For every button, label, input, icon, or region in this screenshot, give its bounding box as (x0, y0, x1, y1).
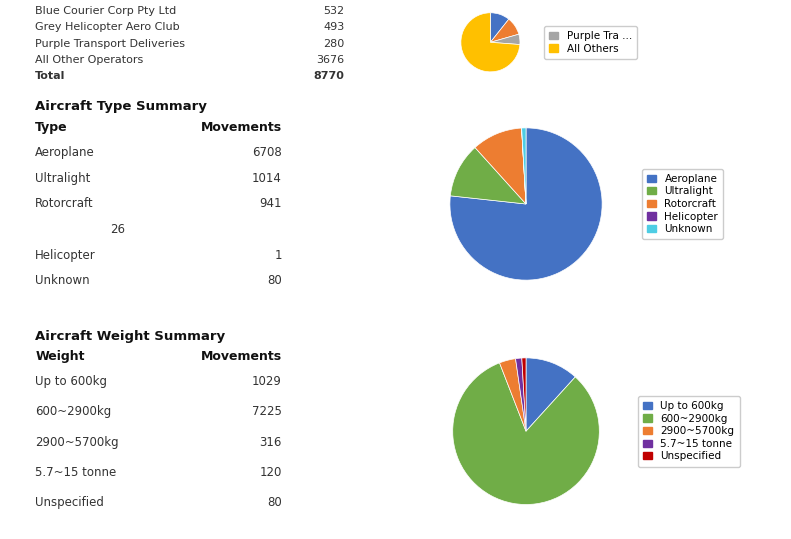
Wedge shape (452, 363, 600, 505)
Text: 6708: 6708 (252, 146, 282, 159)
Text: Total: Total (36, 71, 66, 81)
Text: 941: 941 (259, 197, 282, 210)
Legend: Aeroplane, Ultralight, Rotorcraft, Helicopter, Unknown: Aeroplane, Ultralight, Rotorcraft, Helic… (642, 169, 724, 239)
Text: 600~2900kg: 600~2900kg (36, 405, 112, 418)
Text: 1029: 1029 (252, 375, 282, 388)
Text: 1: 1 (274, 248, 282, 261)
Legend: Up to 600kg, 600~2900kg, 2900~5700kg, 5.7~15 tonne, Unspecified: Up to 600kg, 600~2900kg, 2900~5700kg, 5.… (638, 396, 740, 467)
Text: Weight: Weight (36, 350, 85, 363)
Text: Unknown: Unknown (36, 274, 90, 287)
Text: Aircraft Weight Summary: Aircraft Weight Summary (36, 330, 225, 343)
Text: Helicopter: Helicopter (36, 248, 96, 261)
Wedge shape (521, 128, 526, 204)
Wedge shape (461, 13, 520, 72)
Text: Movements: Movements (201, 350, 282, 363)
Legend: Purple Tra ..., All Others: Purple Tra ..., All Others (543, 26, 637, 59)
Text: Blue Courier Corp Pty Ltd: Blue Courier Corp Pty Ltd (36, 6, 176, 16)
Text: Aircraft Type Summary: Aircraft Type Summary (36, 100, 207, 114)
Text: 26: 26 (110, 223, 125, 236)
Wedge shape (450, 128, 602, 280)
Text: All Other Operators: All Other Operators (36, 55, 143, 65)
Text: Up to 600kg: Up to 600kg (36, 375, 108, 388)
Wedge shape (500, 358, 526, 431)
Wedge shape (450, 148, 526, 204)
Text: 7225: 7225 (252, 405, 282, 418)
Wedge shape (490, 19, 519, 43)
Text: 280: 280 (324, 39, 345, 49)
Text: 2900~5700kg: 2900~5700kg (36, 436, 119, 448)
Text: Aeroplane: Aeroplane (36, 146, 95, 159)
Wedge shape (490, 13, 509, 43)
Wedge shape (490, 34, 520, 45)
Text: Grey Helicopter Aero Club: Grey Helicopter Aero Club (36, 22, 180, 32)
Text: Ultralight: Ultralight (36, 172, 91, 185)
Text: 120: 120 (259, 466, 282, 479)
Wedge shape (522, 358, 526, 431)
Text: 80: 80 (267, 496, 282, 509)
Text: 80: 80 (267, 274, 282, 287)
Text: 3676: 3676 (316, 55, 345, 65)
Wedge shape (526, 358, 575, 431)
Text: 8770: 8770 (314, 71, 345, 81)
Text: 5.7~15 tonne: 5.7~15 tonne (36, 466, 116, 479)
Wedge shape (516, 358, 526, 431)
Text: 493: 493 (324, 22, 345, 32)
Wedge shape (475, 128, 526, 204)
Text: 1014: 1014 (252, 172, 282, 185)
Text: Rotorcraft: Rotorcraft (36, 197, 94, 210)
Text: Type: Type (36, 121, 68, 134)
Text: Movements: Movements (201, 121, 282, 134)
Wedge shape (521, 128, 526, 204)
Text: 532: 532 (324, 6, 345, 16)
Text: Purple Transport Deliveries: Purple Transport Deliveries (36, 39, 185, 49)
Text: Unspecified: Unspecified (36, 496, 104, 509)
Text: 316: 316 (259, 436, 282, 448)
